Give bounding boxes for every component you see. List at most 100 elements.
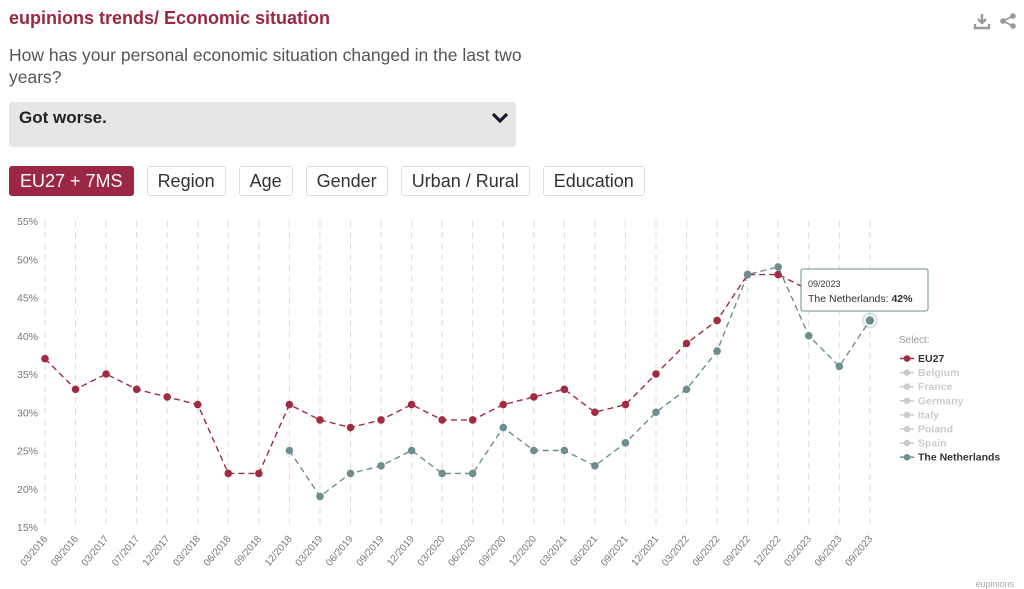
data-point-the-netherlands[interactable] bbox=[621, 439, 630, 447]
dropdown-value: Got worse. bbox=[19, 108, 107, 127]
data-point-the-netherlands[interactable] bbox=[652, 408, 660, 417]
y-tick-label: 40% bbox=[17, 331, 38, 343]
tooltip-box bbox=[800, 268, 929, 312]
legend-marker-spain bbox=[903, 439, 911, 447]
x-tick-label: 12/2022 bbox=[752, 534, 784, 569]
x-tick-label: 09/2023 bbox=[843, 534, 875, 569]
tab-eu27-7ms[interactable]: EU27 + 7MS bbox=[9, 166, 134, 196]
line-chart: 15% 20% 25% 30% 35% 40% 45% 50% 55% 03/201608/201… bbox=[17, 216, 1000, 569]
data-point-the-netherlands[interactable] bbox=[377, 462, 385, 470]
x-tick-label: 06/2022 bbox=[691, 534, 723, 569]
y-tick-label: 15% bbox=[17, 522, 38, 534]
tooltip-value: The Netherlands: 42% bbox=[808, 293, 913, 305]
y-tick-label: 45% bbox=[17, 293, 38, 305]
data-point-the-netherlands[interactable] bbox=[316, 492, 324, 501]
data-point-the-netherlands[interactable] bbox=[346, 469, 355, 478]
data-point-the-netherlands[interactable] bbox=[591, 462, 599, 470]
legend-title: Select: bbox=[899, 335, 930, 346]
data-point-eu27[interactable] bbox=[530, 393, 538, 401]
tooltip-number: 42% bbox=[891, 293, 913, 305]
data-point-eu27[interactable] bbox=[560, 385, 569, 394]
data-point-eu27[interactable] bbox=[102, 370, 110, 378]
data-point-eu27[interactable] bbox=[255, 469, 263, 478]
data-point-eu27[interactable] bbox=[468, 416, 477, 424]
tab-gender[interactable]: Gender bbox=[305, 166, 388, 196]
data-point-eu27[interactable] bbox=[132, 385, 141, 394]
data-point-eu27[interactable] bbox=[163, 393, 171, 401]
data-point-eu27[interactable] bbox=[316, 416, 324, 424]
download-icon[interactable] bbox=[972, 10, 992, 32]
data-point-eu27[interactable] bbox=[713, 316, 721, 325]
data-point-the-netherlands[interactable] bbox=[530, 446, 538, 455]
legend-item-spain: Spain bbox=[918, 438, 947, 450]
data-point-the-netherlands[interactable] bbox=[713, 347, 721, 355]
data-point-eu27[interactable] bbox=[71, 385, 80, 394]
x-tick-label: 03/2023 bbox=[782, 534, 814, 569]
x-tick-label: 03/2017 bbox=[80, 534, 112, 569]
x-tick-label: 12/2021 bbox=[630, 534, 662, 569]
data-point-eu27[interactable] bbox=[591, 408, 599, 417]
tab-region[interactable]: Region bbox=[146, 166, 226, 196]
x-tick-label: 06/2023 bbox=[813, 534, 845, 569]
hover-point[interactable] bbox=[864, 314, 876, 327]
data-point-eu27[interactable] bbox=[438, 416, 446, 424]
x-tick-label: 09/2018 bbox=[232, 534, 264, 569]
data-point-eu27[interactable] bbox=[682, 339, 691, 348]
y-tick-label: 55% bbox=[17, 216, 38, 228]
data-point-eu27[interactable] bbox=[652, 370, 660, 378]
y-tick-label: 35% bbox=[17, 369, 38, 381]
legend-marker-belgium bbox=[903, 369, 911, 376]
data-point-the-netherlands[interactable] bbox=[774, 263, 782, 271]
tab-education[interactable]: Education bbox=[542, 166, 645, 196]
legend-item-the-netherlands: The Netherlands bbox=[918, 452, 1000, 464]
x-tick-label: 03/2021 bbox=[538, 534, 570, 569]
x-tick-label: 03/2022 bbox=[660, 534, 692, 569]
data-point-the-netherlands[interactable] bbox=[407, 446, 416, 455]
legend-item-belgium: Belgium bbox=[918, 367, 959, 379]
data-point-the-netherlands[interactable] bbox=[804, 331, 813, 340]
data-point-eu27[interactable] bbox=[224, 469, 233, 478]
y-tick-label: 20% bbox=[17, 484, 38, 496]
legend-item-france: France bbox=[918, 381, 953, 393]
data-point-eu27[interactable] bbox=[621, 400, 630, 409]
data-point-the-netherlands[interactable] bbox=[438, 469, 446, 478]
legend-marker-france bbox=[903, 383, 911, 390]
answer-dropdown[interactable]: Got worse. bbox=[9, 102, 516, 147]
data-point-eu27[interactable] bbox=[377, 416, 385, 424]
x-tick-label: 06/2018 bbox=[202, 534, 234, 569]
legend-marker-poland bbox=[903, 425, 911, 433]
tab-age[interactable]: Age bbox=[238, 166, 293, 196]
x-tick-label: 09/2019 bbox=[355, 534, 387, 569]
share-icon[interactable] bbox=[998, 10, 1018, 32]
x-tick-label: 12/2018 bbox=[263, 534, 295, 569]
data-point-the-netherlands[interactable] bbox=[285, 446, 294, 455]
x-tick-label: 09/2021 bbox=[599, 534, 631, 569]
x-tick-label: 03/2019 bbox=[294, 534, 326, 569]
legend-item-poland: Poland bbox=[918, 424, 953, 436]
data-point-the-netherlands[interactable] bbox=[682, 385, 691, 394]
data-point-the-netherlands[interactable] bbox=[743, 270, 752, 279]
data-point-eu27[interactable] bbox=[407, 400, 416, 409]
x-tick-label: 06/2020 bbox=[446, 534, 478, 569]
page-title: eupinions trends/ Economic situation bbox=[9, 8, 331, 28]
toolbar bbox=[972, 10, 1018, 32]
data-point-eu27[interactable] bbox=[41, 354, 49, 363]
data-point-eu27[interactable] bbox=[193, 400, 202, 409]
data-point-eu27[interactable] bbox=[346, 423, 355, 432]
tooltip-date: 09/2023 bbox=[808, 279, 841, 289]
x-tick-label: 12/2020 bbox=[507, 534, 539, 569]
data-point-eu27[interactable] bbox=[499, 400, 508, 409]
x-tick-label: 12/2017 bbox=[141, 534, 173, 569]
series-line-the-netherlands bbox=[288, 266, 871, 498]
data-point-the-netherlands[interactable] bbox=[560, 446, 569, 455]
legend-marker-the-netherlands bbox=[903, 453, 911, 461]
data-point-the-netherlands[interactable] bbox=[835, 362, 844, 371]
data-point-the-netherlands[interactable] bbox=[468, 469, 477, 478]
data-point-eu27[interactable] bbox=[285, 400, 294, 409]
data-point-the-netherlands[interactable] bbox=[499, 423, 508, 432]
tab-urban-rural[interactable]: Urban / Rural bbox=[400, 166, 530, 196]
legend-marker-italy bbox=[903, 411, 911, 419]
question-text: How has your personal economic situation… bbox=[9, 45, 522, 87]
y-tick-label: 50% bbox=[17, 254, 38, 266]
legend-marker-germany bbox=[903, 397, 911, 405]
